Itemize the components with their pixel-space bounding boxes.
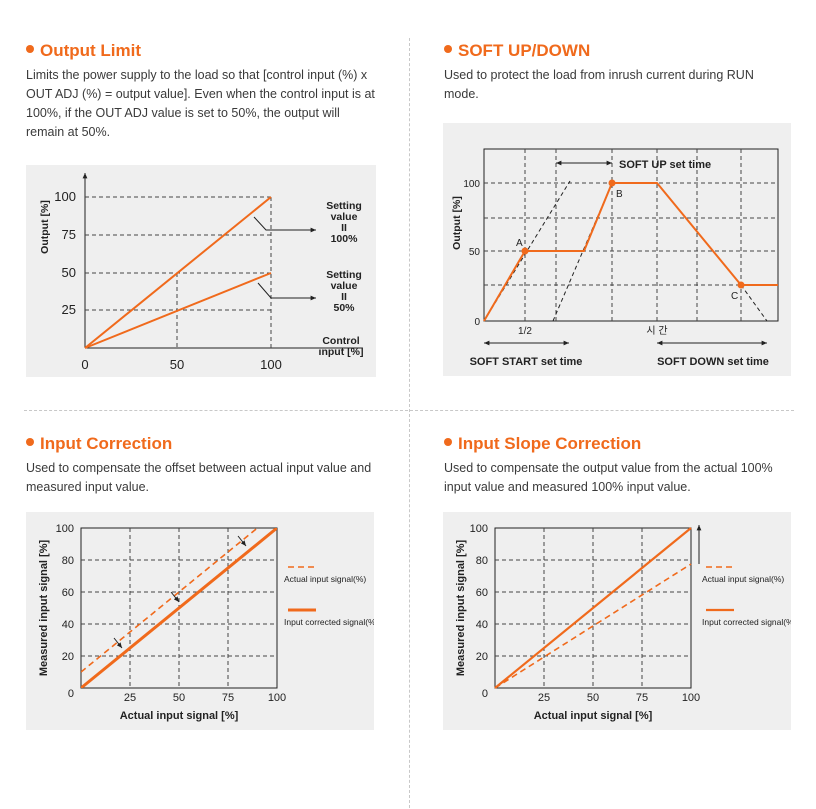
annotation-100-label: Setting value II 100% xyxy=(326,200,362,245)
correction-arrows xyxy=(113,535,247,649)
output-limit-chart: 100 75 50 25 0 50 100 Output [%] Control… xyxy=(26,165,376,377)
svg-text:II: II xyxy=(341,291,347,303)
svg-text:50%: 50% xyxy=(333,302,355,314)
y-tick-label: 0 xyxy=(482,688,488,700)
x-tick-label: 25 xyxy=(538,692,550,704)
y-tick-label: 50 xyxy=(62,265,76,280)
x-tick-label: 100 xyxy=(682,692,700,704)
y-tick-label: 0 xyxy=(68,688,74,700)
annotation-50-label: Setting value II 50% xyxy=(326,269,362,314)
x-tick-label: 시 간 xyxy=(646,325,667,337)
vertical-divider xyxy=(409,38,410,808)
gridlines xyxy=(484,149,778,321)
x-tick-label: 50 xyxy=(170,357,184,372)
input-correction-chart: 100 80 60 40 20 0 25 50 75 100 Actual in… xyxy=(26,512,374,730)
bullet-dot-icon xyxy=(26,438,34,446)
soft-updown-chart: 100 50 0 Output [%] 1/2 시 간 SOFT UP set … xyxy=(443,123,791,376)
actual-signal-line xyxy=(81,528,259,673)
soft-up-label: SOFT UP set time xyxy=(619,159,711,171)
legend-corrected-label: Input corrected signal(%) xyxy=(284,617,374,627)
input-correction-title: Input Correction xyxy=(26,434,172,454)
actual-signal-line xyxy=(494,563,692,689)
legend-corrected-label: Input corrected signal(%) xyxy=(702,617,791,627)
point-a-label: A xyxy=(516,238,523,249)
y-axis-label: Measured input signal [%] xyxy=(455,540,467,677)
y-axis-label: Output [%] xyxy=(451,196,463,250)
annotation-50-arrow xyxy=(257,282,316,301)
x-axis-label: Control xyxy=(322,335,359,347)
point-c-label: C xyxy=(731,291,738,302)
y-tick-label: 25 xyxy=(62,302,76,317)
x-tick-label: 75 xyxy=(222,692,234,704)
svg-text:II: II xyxy=(341,222,347,234)
y-tick-label: 40 xyxy=(62,619,74,631)
y-axis-label: Output [%] xyxy=(39,200,51,254)
svg-text:value: value xyxy=(331,211,358,223)
x-axis-label: Actual input signal [%] xyxy=(534,710,653,722)
corrected-signal-line xyxy=(494,527,692,689)
series-100-line xyxy=(84,196,272,349)
input-slope-description: Used to compensate the output value from… xyxy=(444,461,773,494)
x-tick-label: 1/2 xyxy=(518,326,532,337)
x-tick-label: 50 xyxy=(173,692,185,704)
bullet-dot-icon xyxy=(444,45,452,53)
input-slope-title: Input Slope Correction xyxy=(444,434,641,454)
x-tick-label: 0 xyxy=(81,357,88,372)
soft-start-label: SOFT START set time xyxy=(470,356,583,368)
y-tick-label: 100 xyxy=(56,523,74,535)
y-tick-label: 60 xyxy=(62,587,74,599)
y-tick-label: 60 xyxy=(476,587,488,599)
soft-updown-description: Used to protect the load from inrush cur… xyxy=(444,68,754,101)
y-tick-label: 100 xyxy=(470,523,488,535)
x-tick-label: 25 xyxy=(124,692,136,704)
x-tick-label: 100 xyxy=(260,357,282,372)
horizontal-divider xyxy=(24,410,794,411)
input-correction-description: Used to compensate the offset between ac… xyxy=(26,461,372,494)
svg-text:Setting: Setting xyxy=(326,269,362,281)
soft-updown-title: SOFT UP/DOWN xyxy=(444,41,590,61)
output-limit-title: Output Limit xyxy=(26,41,141,61)
x-tick-label: 100 xyxy=(268,692,286,704)
soft-down-label: SOFT DOWN set time xyxy=(657,356,769,368)
y-tick-label: 40 xyxy=(476,619,488,631)
series-50-line xyxy=(84,272,272,349)
output-limit-description: Limits the power supply to the load so t… xyxy=(26,68,375,139)
bullet-dot-icon xyxy=(444,438,452,446)
y-tick-label: 75 xyxy=(62,227,76,242)
x-axis-label: Actual input signal [%] xyxy=(120,710,239,722)
x-axis-label: input [%] xyxy=(319,346,364,358)
legend-actual-label: Actual input signal(%) xyxy=(702,574,784,584)
y-tick-label: 0 xyxy=(474,317,480,328)
y-tick-label: 20 xyxy=(62,651,74,663)
x-tick-label: 50 xyxy=(587,692,599,704)
y-tick-label: 100 xyxy=(54,189,76,204)
annotation-100-arrow xyxy=(253,216,316,233)
gridlines xyxy=(81,528,277,688)
point-c-marker xyxy=(737,281,745,289)
reference-slopes xyxy=(483,180,768,322)
svg-text:Setting: Setting xyxy=(326,200,362,212)
y-axis-label: Measured input signal [%] xyxy=(38,540,50,677)
bullet-dot-icon xyxy=(26,45,34,53)
y-tick-label: 80 xyxy=(476,555,488,567)
svg-text:100%: 100% xyxy=(331,233,359,245)
svg-text:value: value xyxy=(331,280,358,292)
input-slope-chart: 100 80 60 40 20 0 25 50 75 100 Actual in… xyxy=(443,512,791,730)
point-a-marker xyxy=(521,247,529,255)
corrected-signal-line xyxy=(81,528,277,688)
y-tick-label: 50 xyxy=(469,247,481,258)
y-tick-label: 20 xyxy=(476,651,488,663)
point-b-label: B xyxy=(616,189,623,200)
y-tick-label: 100 xyxy=(463,179,480,190)
legend-actual-label: Actual input signal(%) xyxy=(284,574,366,584)
point-b-marker xyxy=(608,179,616,187)
y-tick-label: 80 xyxy=(62,555,74,567)
plot-frame xyxy=(483,148,779,322)
x-tick-label: 75 xyxy=(636,692,648,704)
